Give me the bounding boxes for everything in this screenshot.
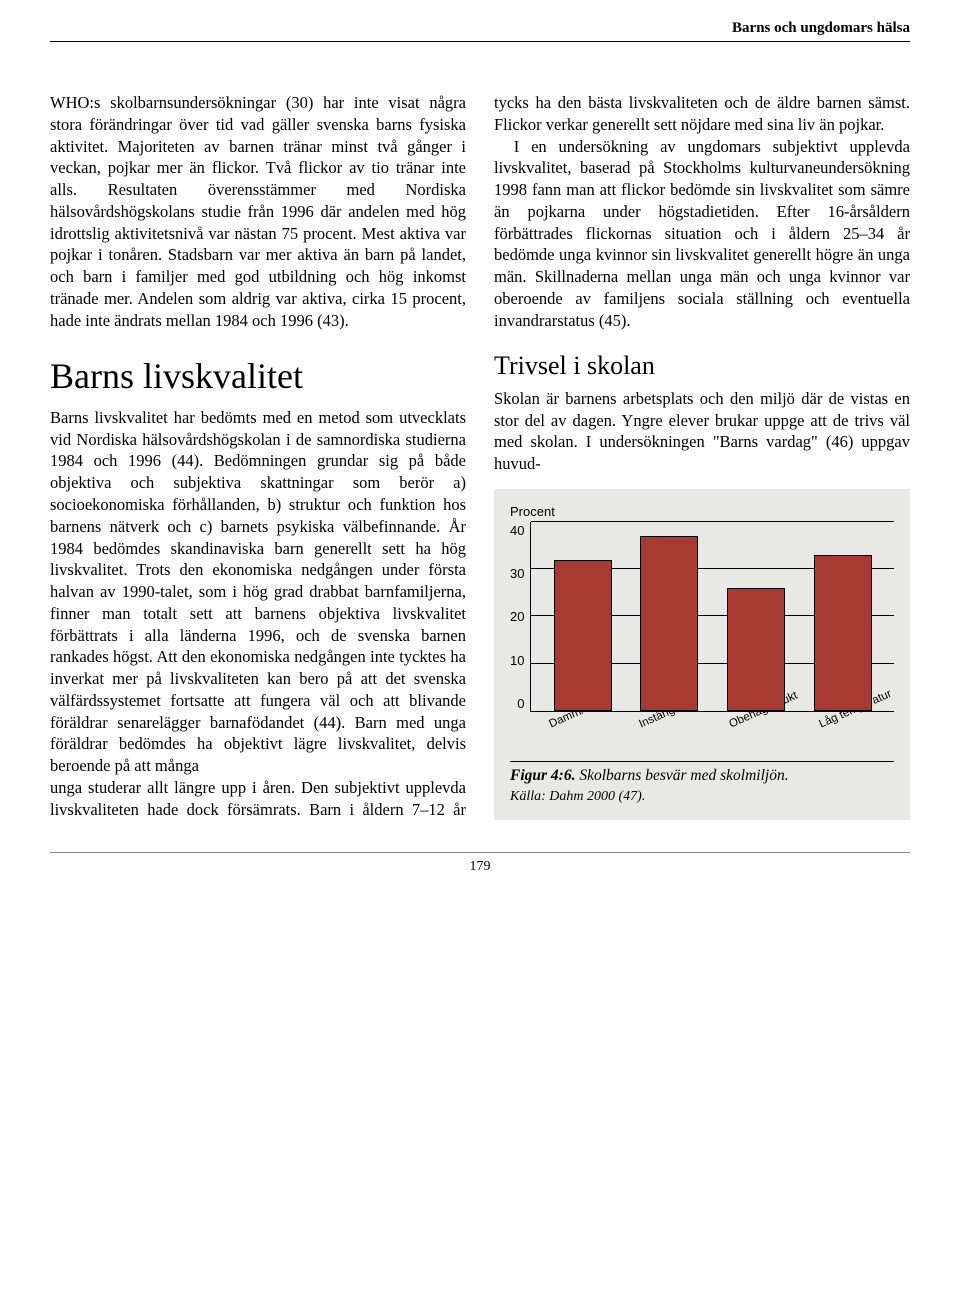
- right-para-2: I en undersökning av ungdomars subjektiv…: [494, 136, 910, 332]
- bar-obehaglig: [727, 588, 785, 711]
- ytick: 10: [510, 652, 524, 669]
- section-heading-barns-livskvalitet: Barns livskvalitet: [50, 353, 466, 401]
- left-para-2: Barns livskvalitet har bedömts med en me…: [50, 407, 466, 777]
- bar-instangd: [640, 536, 698, 711]
- ytick: 40: [510, 522, 524, 539]
- bar-damm: [554, 560, 612, 711]
- figure-source: Källa: Dahm 2000 (47).: [510, 789, 645, 804]
- page-header: Barns och ungdomars hälsa: [50, 20, 910, 42]
- chart-area: 40 30 20 10 0: [510, 522, 894, 712]
- section-heading-trivsel: Trivsel i skolan: [494, 349, 910, 383]
- chart-ylabel: Procent: [510, 503, 894, 520]
- chart-yaxis: 40 30 20 10 0: [510, 522, 530, 712]
- left-para-1: WHO:s skolbarnsundersökningar (30) har i…: [50, 92, 466, 331]
- figure-caption: Figur 4:6. Skolbarns besvär med skolmilj…: [510, 761, 894, 806]
- figure-title: Skolbarns besvär med skolmiljön.: [579, 767, 788, 784]
- main-text-columns: WHO:s skolbarnsundersökningar (30) har i…: [50, 92, 910, 820]
- chart-plot: [530, 522, 894, 712]
- ytick: 20: [510, 608, 524, 625]
- ytick: 30: [510, 565, 524, 582]
- right-para-3: Skolan är barnens arbetsplats och den mi…: [494, 388, 910, 475]
- chart-xaxis: Damm/smuts Instängd luft Obehaglig lukt …: [510, 718, 894, 733]
- bar-chart-container: Procent 40 30 20 10 0 Damm/smuts: [494, 489, 910, 821]
- bar-temperatur: [814, 555, 872, 711]
- page-number: 179: [50, 852, 910, 875]
- header-title: Barns och ungdomars hälsa: [732, 20, 910, 36]
- figure-label: Figur 4:6.: [510, 767, 575, 784]
- ytick: 0: [517, 695, 524, 712]
